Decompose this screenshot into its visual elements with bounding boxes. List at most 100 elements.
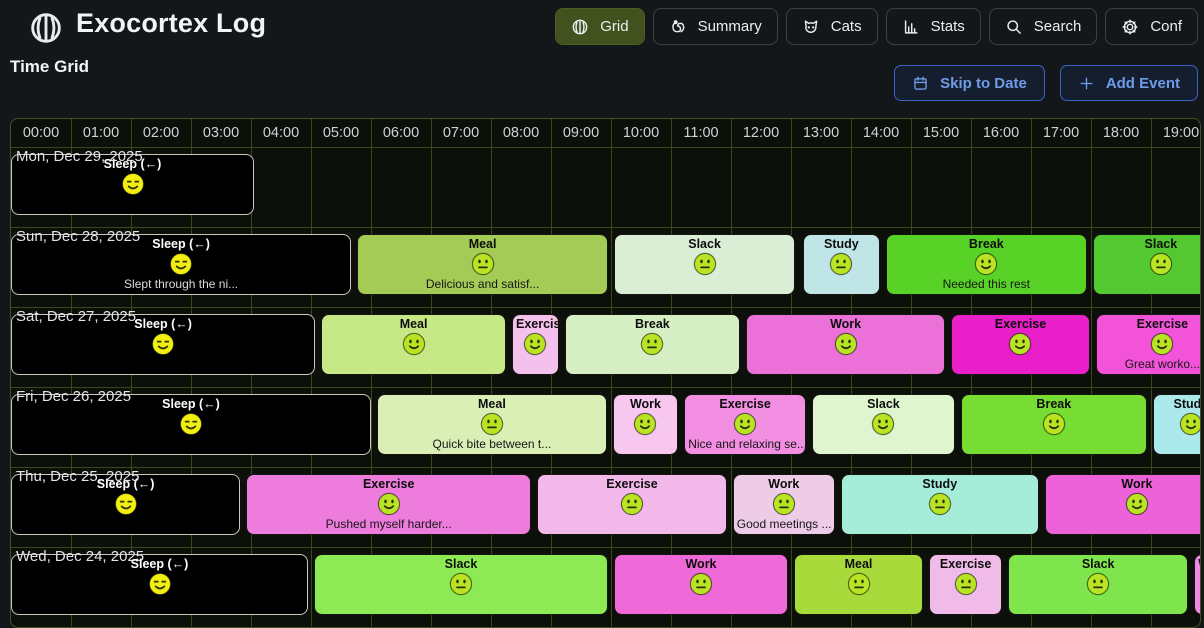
mood-face-icon <box>1008 332 1032 356</box>
event-title: Slack <box>867 397 900 411</box>
event-note: Nice and relaxing se... <box>688 437 802 451</box>
mood-face-icon <box>1042 412 1066 436</box>
nav-button-summary[interactable]: Summary <box>653 8 778 45</box>
brain-icon <box>571 18 589 36</box>
cat-icon <box>802 18 820 36</box>
add-event-button[interactable]: Add Event <box>1060 65 1198 101</box>
event-block[interactable]: Slack <box>614 234 795 295</box>
mood-face-icon <box>1150 332 1174 356</box>
event-title: Work <box>830 317 861 331</box>
mood-face-icon <box>1125 492 1149 516</box>
mood-face-icon <box>480 412 504 436</box>
event-block[interactable]: Exercise Pushed myself harder... <box>246 474 531 535</box>
nav-button-cats[interactable]: Cats <box>786 8 878 45</box>
mood-face-icon <box>1179 412 1201 436</box>
event-block[interactable]: Study <box>1153 394 1201 455</box>
event-title: Slack <box>688 237 721 251</box>
time-label: 18:00 <box>1091 119 1151 147</box>
event-block[interactable]: Break Needed this rest <box>886 234 1087 295</box>
time-label: 06:00 <box>371 119 431 147</box>
event-block[interactable]: Slack <box>314 554 608 615</box>
nav-label: Grid <box>600 18 628 35</box>
event-block[interactable]: Meal Delicious and satisf... <box>357 234 608 295</box>
time-label: 10:00 <box>611 119 671 147</box>
event-block[interactable]: Study <box>803 234 880 295</box>
time-label: 03:00 <box>191 119 251 147</box>
time-label: 13:00 <box>791 119 851 147</box>
time-label: 04:00 <box>251 119 311 147</box>
mood-face-icon <box>974 252 998 276</box>
mood-face-icon <box>449 572 473 596</box>
nav-button-stats[interactable]: Stats <box>886 8 981 45</box>
skip-to-date-button[interactable]: Skip to Date <box>894 65 1045 101</box>
event-block[interactable]: Work <box>746 314 945 375</box>
event-block[interactable]: Break <box>961 394 1147 455</box>
event-block[interactable]: Exercise <box>951 314 1090 375</box>
event-block[interactable]: Exercise Great worko... <box>1096 314 1201 375</box>
mood-face-icon <box>402 332 426 356</box>
event-block[interactable]: Work Good meetings ... <box>733 474 835 535</box>
event-title: Study <box>922 477 957 491</box>
grid-row-line <box>11 547 1200 548</box>
event-title: Meal <box>400 317 428 331</box>
event-block[interactable]: Exercise Nice and relaxing se... <box>684 394 806 455</box>
nav-button-search[interactable]: Search <box>989 8 1098 45</box>
mood-face-icon <box>928 492 952 516</box>
event-title: Study <box>1174 397 1201 411</box>
mood-face-icon <box>689 572 713 596</box>
mood-face-icon <box>871 412 895 436</box>
event-block[interactable]: Study <box>841 474 1039 535</box>
nav-button-grid[interactable]: Grid <box>555 8 644 45</box>
nav-label: Conf <box>1150 18 1182 35</box>
event-note: Great worko... <box>1125 357 1200 371</box>
event-title: Work <box>1121 477 1152 491</box>
day-label: Fri, Dec 26, 2025 <box>16 388 131 404</box>
event-title: Break <box>635 317 670 331</box>
nav-button-conf[interactable]: Conf <box>1105 8 1198 45</box>
gear-icon <box>1121 18 1139 36</box>
event-block[interactable]: Exercise <box>512 314 559 375</box>
nav-label: Stats <box>931 18 965 35</box>
event-block[interactable]: Slack <box>1008 554 1188 615</box>
event-title: Work <box>630 397 661 411</box>
event-note: Needed this rest <box>943 277 1030 291</box>
event-block[interactable]: Work <box>613 394 678 455</box>
event-block[interactable]: Work <box>1045 474 1201 535</box>
event-title: Exercise <box>995 317 1046 331</box>
app-title: Exocortex Log <box>76 8 266 39</box>
event-block[interactable]: Meal <box>321 314 506 375</box>
page-title: Time Grid <box>10 57 89 77</box>
event-block[interactable]: Meal <box>794 554 923 615</box>
event-block[interactable]: Exercise <box>537 474 727 535</box>
calendar-icon <box>912 75 929 92</box>
event-block[interactable]: Slack <box>1093 234 1201 295</box>
grid-row-line <box>11 307 1200 308</box>
event-block[interactable]: Break <box>565 314 740 375</box>
mood-face-icon <box>377 492 401 516</box>
event-note: Good meetings ... <box>737 517 831 531</box>
mood-face-icon <box>693 252 717 276</box>
event-block[interactable]: Exercise <box>929 554 1002 615</box>
mood-face-icon <box>1149 252 1173 276</box>
event-title: Exercise <box>1137 317 1188 331</box>
mood-face-icon <box>121 172 145 196</box>
mood-face-icon <box>620 492 644 516</box>
event-title: Meal <box>469 237 497 251</box>
event-block[interactable]: Meal Quick bite between t... <box>377 394 607 455</box>
mood-face-icon <box>834 332 858 356</box>
mood-face-icon <box>1086 572 1110 596</box>
time-label: 11:00 <box>671 119 731 147</box>
event-block[interactable]: Work <box>1194 554 1201 615</box>
grid-row-line <box>11 387 1200 388</box>
time-label: 05:00 <box>311 119 371 147</box>
event-title: Meal <box>845 557 873 571</box>
event-title: Break <box>1036 397 1071 411</box>
event-block[interactable]: Work <box>614 554 788 615</box>
mood-face-icon <box>829 252 853 276</box>
grid-row-line <box>11 147 1200 148</box>
event-block[interactable]: Slack <box>812 394 955 455</box>
brain-logo-icon <box>28 10 64 46</box>
mood-face-icon <box>169 252 193 276</box>
event-title: Exercise <box>719 397 770 411</box>
